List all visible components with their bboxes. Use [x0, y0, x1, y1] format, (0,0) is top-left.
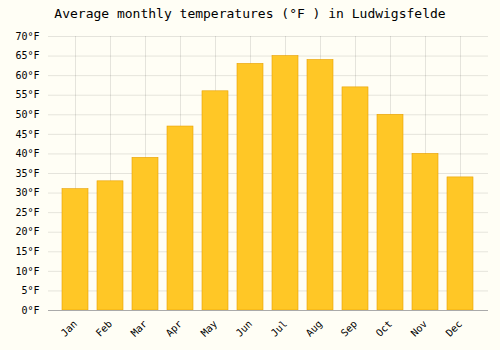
svg-text:25°F: 25°F	[15, 207, 39, 218]
svg-text:55°F: 55°F	[15, 89, 39, 100]
svg-text:Mar: Mar	[129, 318, 150, 339]
svg-text:60°F: 60°F	[15, 70, 39, 81]
svg-text:Feb: Feb	[94, 318, 115, 339]
svg-text:Nov: Nov	[409, 318, 430, 339]
svg-text:65°F: 65°F	[15, 50, 39, 61]
svg-text:Jun: Jun	[234, 318, 255, 339]
svg-text:70°F: 70°F	[15, 31, 39, 42]
svg-text:40°F: 40°F	[15, 148, 39, 159]
svg-text:15°F: 15°F	[15, 246, 39, 257]
svg-text:May: May	[199, 318, 220, 339]
svg-text:50°F: 50°F	[15, 109, 39, 120]
svg-text:20°F: 20°F	[15, 226, 39, 237]
svg-text:Oct: Oct	[374, 318, 395, 339]
svg-text:Jan: Jan	[59, 318, 80, 339]
svg-text:Jul: Jul	[269, 318, 290, 339]
svg-text:Sep: Sep	[339, 318, 360, 339]
svg-text:5°F: 5°F	[21, 285, 39, 296]
svg-text:0°F: 0°F	[21, 305, 39, 316]
svg-text:35°F: 35°F	[15, 168, 39, 179]
svg-text:45°F: 45°F	[15, 129, 39, 140]
svg-text:Dec: Dec	[444, 318, 465, 339]
svg-text:30°F: 30°F	[15, 187, 39, 198]
svg-text:10°F: 10°F	[15, 266, 39, 277]
svg-text:Aug: Aug	[304, 318, 325, 339]
svg-text:Apr: Apr	[164, 318, 185, 339]
html-text:Average monthly temperatures (: Average monthly temperatures (°F ) in Lu…	[54, 6, 446, 21]
